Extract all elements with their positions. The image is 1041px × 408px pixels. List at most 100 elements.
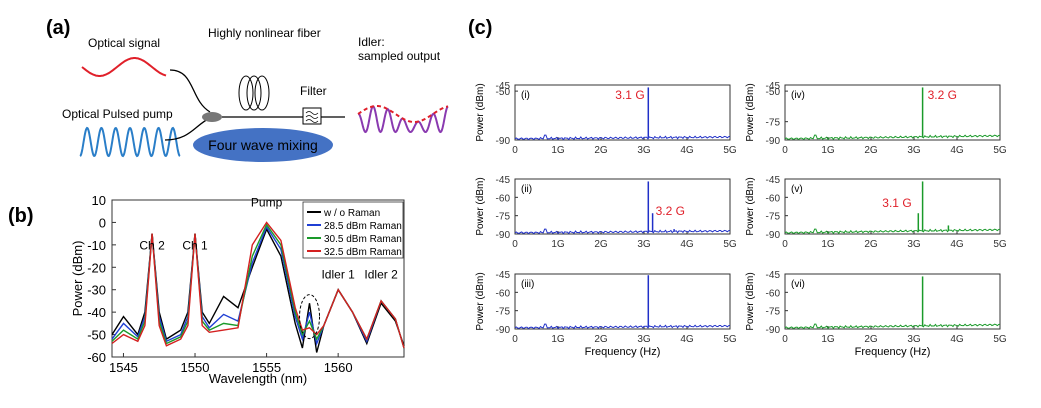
peak-frequency-label: 3.2 G: [928, 88, 957, 102]
y-tick-label: -30: [87, 283, 106, 298]
x-tick-label: 1545: [109, 360, 138, 375]
x-tick-label: 0: [512, 334, 518, 345]
y-tick-label: -75: [766, 118, 781, 129]
legend-label: w / o Raman: [323, 208, 380, 219]
x-axis-label: Wavelength (nm): [209, 371, 308, 386]
y-tick-label: -40: [87, 305, 106, 320]
peak-frequency-label: 3.1 G: [882, 196, 911, 210]
y-tick-label: -10: [87, 238, 106, 253]
fiber-coil-icon: [238, 75, 270, 111]
rf-spectrum-2: -45-50 -75 -900 1G 2G 3G 4G 5G Power (dBm) (iv) 3.…: [745, 81, 1007, 156]
x-tick-label: 3G: [637, 239, 651, 250]
subplot-id: (vi): [791, 279, 805, 290]
x-tick-label: 2G: [864, 145, 878, 156]
noise-floor-trace: [514, 134, 731, 141]
plot-frame: [514, 178, 731, 235]
panel-a: (a) Optical signal Optical Pulsed pump H…: [46, 17, 449, 162]
rf-spectrum-6: -45 -60 -75 -900 1G 2G 3G 4G 5G Power (dBm) Freque…: [745, 270, 1007, 358]
subplot-id: (ii): [521, 184, 532, 195]
x-tick-label: 5G: [993, 239, 1007, 250]
peak-annotation: Pump: [251, 196, 283, 210]
x-tick-label: 1G: [821, 239, 835, 250]
x-tick-label: 5G: [723, 239, 737, 250]
series-line-3: [111, 221, 405, 349]
four-wave-mixing-ellipse: [193, 128, 333, 162]
y-axis-label: Power (dBm): [475, 83, 486, 141]
x-tick-label: 3G: [907, 334, 921, 345]
x-tick-label: 1G: [821, 334, 835, 345]
idler-label-line1: Idler:: [358, 35, 385, 49]
x-tick-label: 1G: [821, 145, 835, 156]
y-tick-label: -45: [766, 270, 781, 281]
peak-annotation: Ch 1: [182, 238, 208, 252]
peak-frequency-label: 3.2 G: [656, 204, 685, 218]
noise-floor-trace: [784, 228, 1001, 235]
x-tick-label: 3G: [637, 145, 651, 156]
x-tick-label: 4G: [680, 145, 694, 156]
optical-signal-wave: [81, 57, 167, 77]
subplot-id: (iv): [791, 90, 805, 101]
legend-label: 32.5 dBm Raman: [324, 247, 402, 258]
x-tick-label: 4G: [950, 239, 964, 250]
subplot-id: (iii): [521, 279, 534, 290]
y-tick-label: 10: [92, 193, 106, 208]
peak-annotation: Idler 1: [321, 268, 355, 282]
x-tick-label: 0: [782, 334, 788, 345]
legend-label: 28.5 dBm Raman: [324, 221, 402, 232]
subplot-id: (v): [791, 184, 803, 195]
y-tick-label: -45: [766, 175, 781, 186]
noise-floor-trace: [514, 228, 731, 235]
rf-spectrum-3: -45 -60 -75 -900 1G 2G 3G 4G 5G Power (dBm) (ii) 3.…: [475, 175, 737, 250]
y-tick-label: -90: [766, 136, 781, 147]
y-tick-label: -50: [766, 87, 781, 98]
four-wave-mixing-label: Four wave mixing: [208, 137, 318, 153]
y-axis-label: Power (dBm): [475, 177, 486, 235]
y-tick-label: 0: [99, 215, 106, 230]
panel-b-label: (b): [8, 205, 34, 227]
y-tick-label: -75: [496, 307, 511, 318]
y-axis-label: Power (dBm): [70, 241, 85, 317]
x-tick-label: 2G: [864, 239, 878, 250]
highlight-ellipse: [299, 294, 321, 340]
y-tick-label: -60: [87, 350, 106, 365]
y-tick-label: -45: [496, 81, 511, 92]
legend-label: 30.5 dBm Raman: [324, 234, 402, 245]
idler-label-line2: sampled output: [358, 49, 441, 63]
noise-floor-trace: [514, 323, 731, 330]
x-tick-label: 1G: [551, 334, 565, 345]
x-tick-label: 0: [512, 239, 518, 250]
x-tick-label: 0: [782, 145, 788, 156]
plot-frame: [514, 84, 731, 141]
x-tick-label: 5G: [993, 334, 1007, 345]
y-tick-label: -45: [766, 81, 781, 92]
y-axis-label: Power (dBm): [745, 177, 756, 235]
y-tick-label: -60: [766, 193, 781, 204]
y-axis-label: Power (dBm): [475, 272, 486, 330]
noise-floor-trace: [784, 323, 1001, 330]
x-tick-label: 2G: [594, 239, 608, 250]
y-tick-label: -20: [87, 260, 106, 275]
x-tick-label: 4G: [680, 334, 694, 345]
panel-c-label: (c): [468, 17, 492, 39]
rf-spectrum-5: -45 -60 -75 -900 1G 2G 3G 4G 5G Power (dBm) Freque…: [475, 270, 737, 358]
pulsed-pump-wave: [79, 126, 181, 158]
plot-frame: [784, 84, 1001, 141]
x-tick-label: 1555: [252, 360, 281, 375]
x-axis-label: Frequency (Hz): [585, 346, 661, 358]
x-tick-label: 4G: [680, 239, 694, 250]
x-tick-label: 3G: [637, 334, 651, 345]
x-tick-label: 5G: [723, 334, 737, 345]
y-tick-label: -60: [496, 288, 511, 299]
filter-icon: [302, 107, 322, 125]
y-axis-label: Power (dBm): [745, 272, 756, 330]
x-tick-label: 5G: [993, 145, 1007, 156]
y-tick-label: -90: [766, 325, 781, 336]
pulsed-pump-label: Optical Pulsed pump: [62, 107, 173, 121]
x-tick-label: 5G: [723, 145, 737, 156]
x-tick-label: 0: [512, 145, 518, 156]
y-tick-label: -75: [496, 212, 511, 223]
